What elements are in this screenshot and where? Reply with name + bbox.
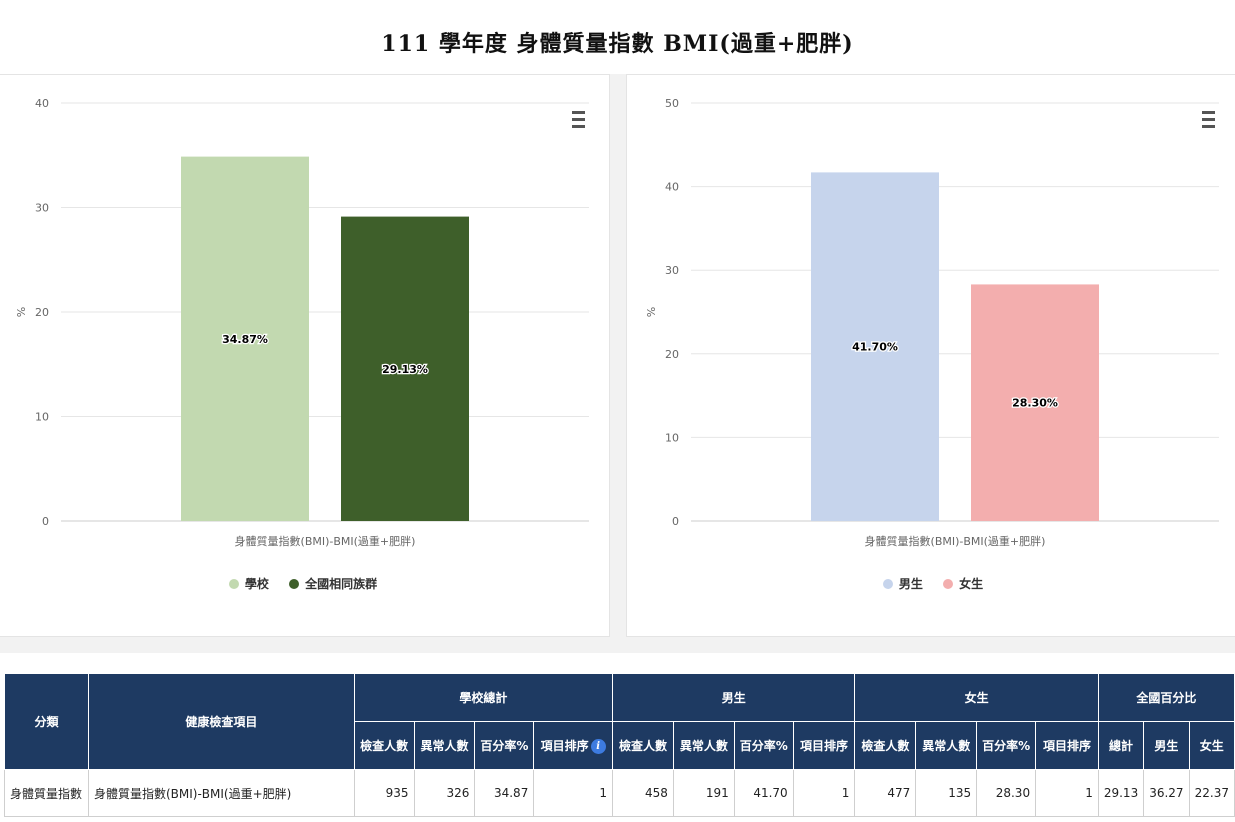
header-school-rank-label: 項目排序 (540, 739, 589, 753)
y-tick-label: 30 (665, 264, 679, 277)
cell-national-female: 22.37 (1188, 769, 1235, 817)
cell-female-percent: 28.30 (976, 769, 1037, 817)
legend-dot-female (943, 579, 954, 589)
x-category-label: 身體質量指數(BMI)-BMI(過重+肥胖) (865, 534, 1046, 548)
hamburger-icon[interactable] (572, 111, 585, 128)
header-school-abnormal: 異常人數 (413, 721, 476, 770)
header-male-percent: 百分率% (733, 721, 794, 770)
legend-label-male: 男生 (898, 577, 923, 591)
cell-national-total: 29.13 (1097, 769, 1145, 817)
data-label: 28.30% (1012, 397, 1058, 410)
header-national-female: 女生 (1188, 721, 1235, 770)
header-male-rank: 項目排序 (792, 721, 856, 770)
y-tick-label: 40 (665, 181, 679, 194)
header-school-examined: 檢查人數 (353, 721, 415, 770)
y-tick-label: 0 (672, 515, 679, 528)
data-label: 29.13% (382, 363, 428, 376)
y-tick-label: 30 (35, 202, 49, 215)
header-item: 健康檢查項目 (87, 673, 355, 770)
stats-table: 分類 健康檢查項目 學校總計 男生 女生 全國百分比 檢查人數 異常人數 百分率… (4, 673, 1235, 817)
header-female-rank: 項目排序 (1035, 721, 1099, 770)
y-tick-label: 10 (665, 431, 679, 444)
hamburger-icon[interactable] (1202, 111, 1215, 128)
legend-item-school[interactable]: 學校 (228, 575, 269, 592)
header-male-examined: 檢查人數 (612, 721, 674, 770)
legend-label-female: 女生 (959, 577, 984, 591)
header-female-percent: 百分率% (976, 721, 1037, 770)
header-national: 全國百分比 (1097, 673, 1235, 722)
cell-female-examined: 477 (854, 769, 917, 817)
header-school-rank: 項目排序 i (533, 721, 614, 770)
cell-male-abnormal: 191 (672, 769, 735, 817)
legend-dot-male (882, 579, 893, 589)
header-male-abnormal: 異常人數 (672, 721, 735, 770)
cell-category: 身體質量指數 (4, 769, 89, 817)
page-title: 111 學年度 身體質量指數 BMI(過重+肥胖) (0, 0, 1235, 74)
cell-national-male: 36.27 (1143, 769, 1190, 817)
chart-left-svg: 0 10 20 30 40% 34.87% 29.13% 身體質量指數(BMI)-BMI(過重… (15, 97, 589, 548)
bar-1-1 (971, 284, 1099, 521)
legend-label-national: 全國相同族群 (305, 577, 378, 591)
y-tick-label: 20 (35, 306, 49, 319)
cell-male-rank: 1 (792, 769, 856, 817)
header-female-abnormal: 異常人數 (915, 721, 978, 770)
y-axis-label: % (645, 307, 658, 317)
legend-item-national[interactable]: 全國相同族群 (289, 575, 377, 592)
cell-item: 身體質量指數(BMI)-BMI(過重+肥胖) (87, 769, 355, 817)
cell-female-abnormal: 135 (915, 769, 978, 817)
header-male: 男生 (612, 673, 856, 722)
header-category: 分類 (4, 673, 89, 770)
y-tick-label: 40 (35, 97, 49, 110)
legend-dot-national (289, 579, 300, 589)
bar-1-0 (811, 172, 939, 521)
cell-school-abnormal: 326 (413, 769, 476, 817)
data-label: 34.87% (222, 333, 268, 346)
data-label: 41.70% (852, 341, 898, 354)
header-school-percent: 百分率% (474, 721, 535, 770)
y-axis-label: % (15, 307, 28, 317)
chart-left-legend: 學校 全國相同族群 (0, 575, 609, 592)
cell-male-percent: 41.70 (733, 769, 794, 817)
header-national-total: 總計 (1097, 721, 1145, 770)
bar-0-0 (181, 156, 309, 521)
y-tick-label: 0 (42, 515, 49, 528)
cell-female-rank: 1 (1035, 769, 1099, 817)
x-category-label: 身體質量指數(BMI)-BMI(過重+肥胖) (235, 534, 416, 548)
gender-chart: 0 10 20 30 40 50% 41.70% 28.30% 身體質量指數(BMI)-BMI(… (626, 74, 1235, 637)
chart-right-svg: 0 10 20 30 40 50% 41.70% 28.30% 身體質量指數(BMI)-BMI(… (645, 97, 1219, 548)
header-national-male: 男生 (1143, 721, 1190, 770)
stats-table-panel: 分類 健康檢查項目 學校總計 男生 女生 全國百分比 檢查人數 異常人數 百分率… (0, 653, 1235, 822)
cell-school-rank: 1 (533, 769, 614, 817)
bar-0-1 (341, 216, 469, 522)
cell-school-percent: 34.87 (474, 769, 535, 817)
legend-item-female[interactable]: 女生 (943, 575, 983, 592)
cell-male-examined: 458 (612, 769, 674, 817)
cell-school-examined: 935 (353, 769, 415, 817)
school-vs-national-chart: 0 10 20 30 40% 34.87% 29.13% 身體質量指數(BMI)-BMI(過重… (0, 74, 610, 637)
y-tick-label: 10 (35, 411, 49, 424)
chart-right-legend: 男生 女生 (627, 575, 1235, 592)
legend-label-school: 學校 (244, 577, 269, 591)
header-female: 女生 (854, 673, 1099, 722)
legend-item-male[interactable]: 男生 (882, 575, 923, 592)
info-icon[interactable]: i (590, 739, 606, 754)
header-female-examined: 檢查人數 (854, 721, 917, 770)
y-tick-label: 50 (665, 97, 679, 110)
table-row: 身體質量指數 身體質量指數(BMI)-BMI(過重+肥胖) 935 326 34… (4, 769, 1235, 817)
y-tick-label: 20 (665, 348, 679, 361)
header-school-total: 學校總計 (353, 673, 614, 722)
legend-dot-school (228, 579, 239, 589)
